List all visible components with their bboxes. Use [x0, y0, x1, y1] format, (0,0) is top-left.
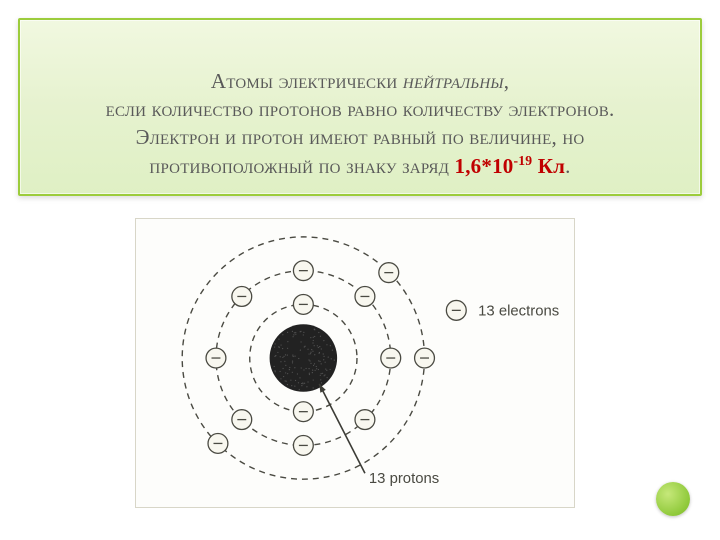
- title-part: ,: [504, 69, 509, 93]
- title-em: нейтральны: [403, 69, 504, 93]
- title-part: если количество протонов равно количеств…: [106, 97, 615, 121]
- svg-text:13 electrons: 13 electrons: [478, 303, 559, 319]
- svg-text:13 protons: 13 protons: [369, 471, 439, 487]
- title-part: Атомы электрически: [211, 69, 403, 93]
- title-part: Электрон и протон имеют равный по величи…: [136, 125, 585, 149]
- atom-diagram: 13 electrons 13 protons: [135, 218, 575, 508]
- title-text: Атомы электрически нейтральны, если коли…: [36, 67, 684, 180]
- accent-dot-icon: [656, 482, 690, 516]
- charge-value: 1,6*10-19 Кл: [455, 154, 566, 178]
- title-part: .: [565, 154, 570, 178]
- title-part: противоположный по знаку заряд: [149, 154, 454, 178]
- title-panel: Атомы электрически нейтральны, если коли…: [18, 18, 702, 196]
- atom-svg: 13 electrons 13 protons: [136, 219, 574, 507]
